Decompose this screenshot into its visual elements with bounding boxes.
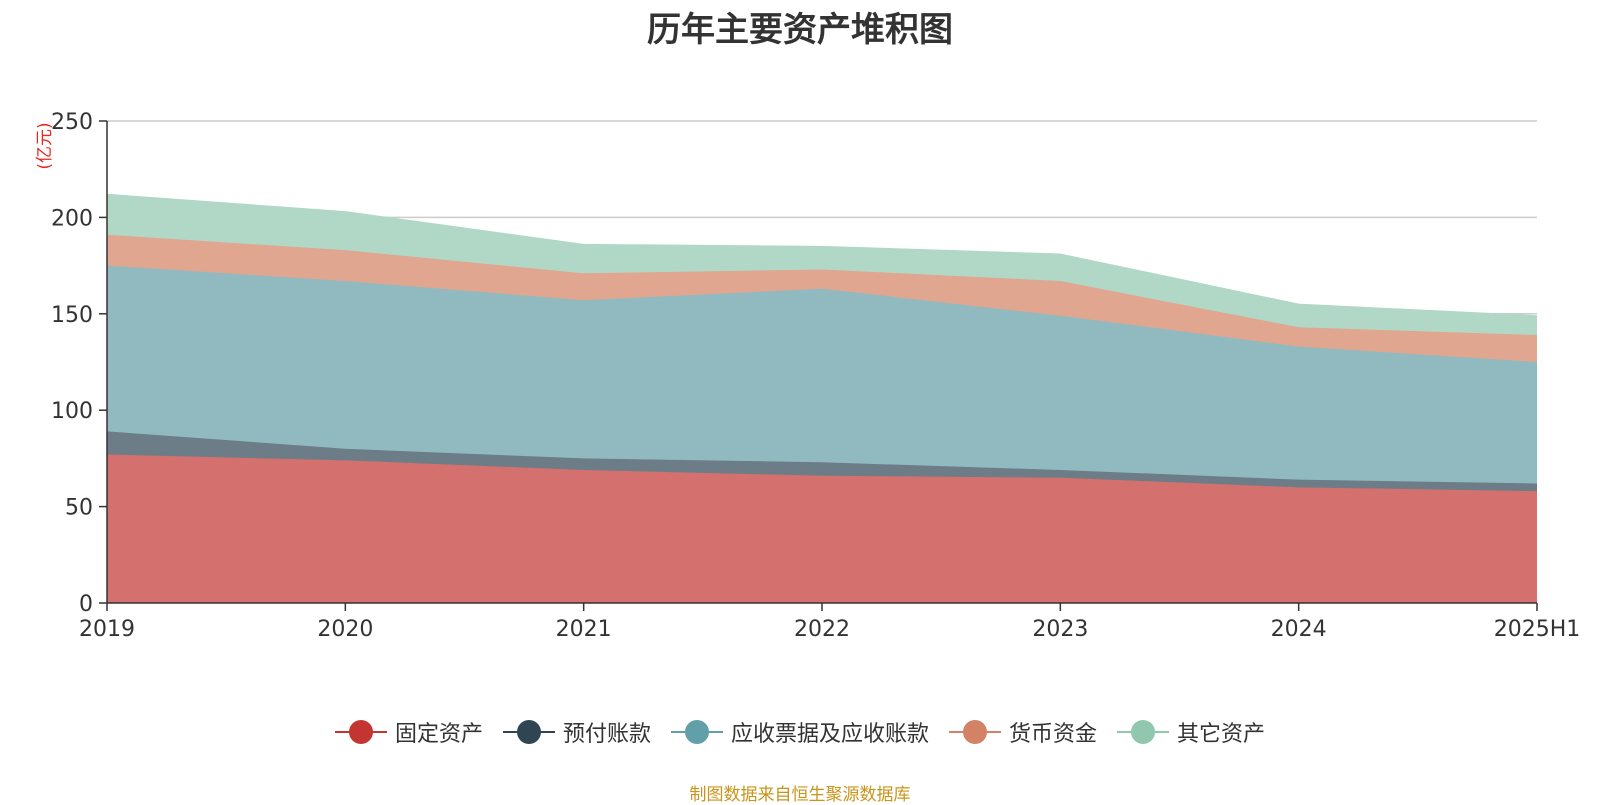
- x-tick-label: 2021: [556, 617, 612, 642]
- x-tick-label: 2024: [1271, 617, 1327, 642]
- y-tick-label: 250: [51, 110, 93, 135]
- x-tick-label: 2025H1: [1494, 617, 1581, 642]
- axis-layer: 0 50 100 150 200 250 2019 2020 2021 2022 2023 2024 2…: [51, 110, 1580, 642]
- area-series-4: [107, 234, 1537, 362]
- x-tick-label: 2019: [79, 617, 135, 642]
- legend-label: 固定资产: [394, 722, 483, 747]
- x-tick-label: 2023: [1032, 617, 1088, 642]
- legend-label: 货币资金: [1009, 722, 1098, 747]
- area-series-1: [107, 454, 1537, 603]
- y-tick-label: 50: [65, 496, 93, 521]
- y-tick-label: 0: [79, 592, 93, 617]
- legend-item-5[interactable]: 其它资产: [1117, 716, 1265, 748]
- area-series-5: [107, 194, 1537, 336]
- legend-marker-icon: [502, 718, 555, 746]
- legend-item-4[interactable]: 货币资金: [949, 716, 1097, 748]
- series-line-5: [106, 193, 1538, 317]
- legend-item-2[interactable]: 预付账款: [502, 716, 651, 748]
- legend-marker-icon: [334, 718, 387, 746]
- legend-label: 其它资产: [1177, 722, 1266, 747]
- legend-item-1[interactable]: 固定资产: [334, 716, 483, 748]
- area-series-2: [107, 431, 1537, 492]
- y-axis-unit-label: (亿元): [35, 122, 55, 169]
- legend-label: 应收票据及应收账款: [730, 722, 929, 747]
- legend-marker-icon: [670, 718, 723, 746]
- y-tick-label: 150: [51, 303, 93, 328]
- legend: 固定资产 预付账款 应收票据及应收账款 货币资金 其它资产: [0, 716, 1600, 748]
- area-series-3: [107, 265, 1537, 484]
- legend-marker-icon: [949, 718, 1001, 746]
- area-layer: [106, 193, 1538, 603]
- legend-label: 预付账款: [562, 722, 651, 747]
- source-note: 制图数据来自恒生聚源数据库: [689, 785, 911, 805]
- x-tick-label: 2020: [317, 617, 373, 642]
- y-tick-label: 200: [51, 206, 93, 231]
- legend-marker-icon: [1117, 718, 1170, 746]
- y-tick-label: 100: [51, 399, 93, 424]
- chart-title: 历年主要资产堆积图: [647, 10, 953, 50]
- legend-item-3[interactable]: 应收票据及应收账款: [670, 716, 929, 748]
- x-tick-label: 2022: [794, 617, 850, 642]
